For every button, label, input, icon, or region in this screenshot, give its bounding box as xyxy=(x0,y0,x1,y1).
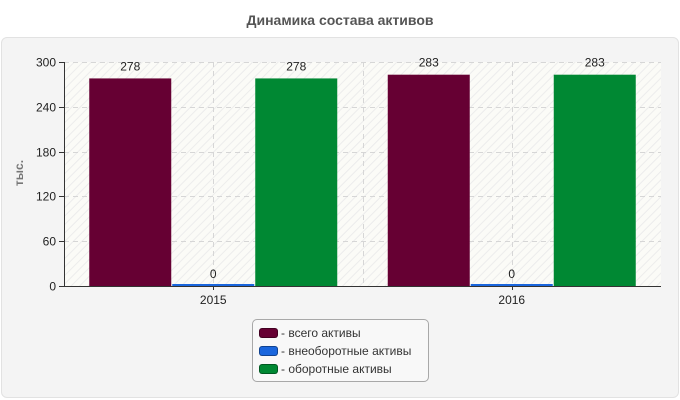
chart-title: Динамика состава активов xyxy=(246,12,434,28)
legend-label-noncurrent-assets: - внеоборотные активы xyxy=(281,344,412,358)
y-tick-label: 180 xyxy=(36,146,56,160)
data-label: 283 xyxy=(419,56,439,70)
data-label: 283 xyxy=(585,56,605,70)
bars: 278 0 278 283 0 283 xyxy=(89,56,636,287)
bar xyxy=(89,78,172,286)
y-axis-label: тыс. xyxy=(11,159,26,187)
legend-item-current-assets: - оборотные активы xyxy=(253,360,428,378)
legend-swatch-total-assets xyxy=(259,328,278,338)
y-tick-label: 0 xyxy=(49,280,56,294)
legend-item-total-assets: - всего активы xyxy=(253,324,428,342)
data-label: 0 xyxy=(508,267,515,281)
bar xyxy=(553,74,636,287)
legend: - всего активы - внеоборотные активы - о… xyxy=(252,319,429,382)
y-tick-label: 60 xyxy=(43,235,57,249)
bar xyxy=(172,284,255,286)
y-tick-label: 120 xyxy=(36,190,56,204)
data-label: 0 xyxy=(210,267,217,281)
legend-swatch-noncurrent-assets xyxy=(259,346,278,356)
legend-swatch-current-assets xyxy=(259,364,278,374)
y-tick-label: 300 xyxy=(36,56,56,70)
legend-label-current-assets: - оборотные активы xyxy=(281,362,392,376)
bar xyxy=(387,74,470,287)
bar xyxy=(255,78,338,286)
axes: 0 60 120 180 240 300 2015 2016 xyxy=(36,56,661,307)
bar xyxy=(470,284,553,286)
x-tick-label: 2016 xyxy=(498,293,525,307)
legend-item-noncurrent-assets: - внеоборотные активы xyxy=(253,342,428,360)
y-tick-label: 240 xyxy=(36,101,56,115)
x-tick-label: 2015 xyxy=(200,293,227,307)
data-label: 278 xyxy=(120,59,140,73)
data-label: 278 xyxy=(286,59,306,73)
legend-label-total-assets: - всего активы xyxy=(281,326,361,340)
